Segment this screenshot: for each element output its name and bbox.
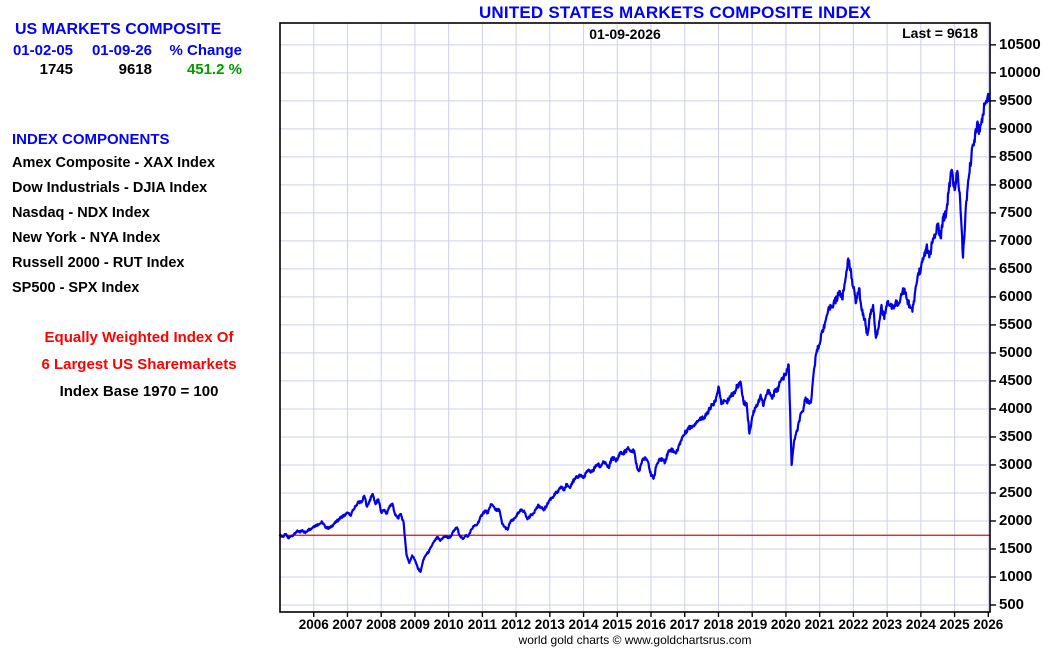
note-index-base: Index Base 1970 = 100 — [59, 383, 219, 400]
y-axis-label: 10500 — [999, 36, 1041, 54]
x-axis-label: 2020 — [770, 617, 801, 632]
y-axis-label: 6000 — [999, 288, 1033, 306]
x-axis-label: 2015 — [602, 617, 633, 632]
chart-title: UNITED STATES MARKETS COMPOSITE INDEX — [478, 3, 872, 22]
x-axis-label: 2009 — [399, 617, 430, 632]
x-axis-label: 2018 — [703, 617, 734, 632]
component-item-nya: New York - NYA Index — [12, 230, 161, 246]
pct-change-value: 451.2 % — [186, 61, 242, 78]
start-value: 1745 — [39, 61, 73, 78]
x-axis-label: 2010 — [433, 617, 464, 632]
panel-title: US MARKETS COMPOSITE — [15, 21, 222, 38]
y-axis-label: 2500 — [999, 484, 1033, 502]
y-axis-label: 2000 — [999, 512, 1033, 530]
x-axis-label: 2016 — [635, 617, 667, 632]
y-axis-label: 3500 — [999, 428, 1033, 446]
x-axis-label: 2019 — [737, 617, 768, 632]
x-axis-label: 2006 — [298, 617, 329, 632]
column-header-end-date: 01-09-26 — [91, 42, 152, 59]
x-axis-label: 2022 — [838, 617, 869, 632]
x-axis-label: 2013 — [534, 617, 565, 632]
x-axis-label: 2025 — [939, 617, 970, 632]
note-sharemarkets: 6 Largest US Sharemarkets — [41, 356, 237, 373]
x-axis-label: 2026 — [973, 617, 1004, 632]
y-axis-label: 500 — [999, 596, 1025, 614]
y-axis-label: 1500 — [999, 540, 1033, 558]
x-axis-label: 2023 — [872, 617, 903, 632]
y-axis-label: 5000 — [999, 344, 1033, 362]
y-axis-label: 4500 — [999, 372, 1033, 390]
x-axis-label: 2021 — [804, 617, 835, 632]
column-header-pct-change: % Change — [169, 42, 242, 59]
y-axis-label: 6500 — [999, 260, 1033, 278]
y-axis-label: 7500 — [999, 204, 1033, 222]
y-axis-label: 1000 — [999, 568, 1033, 586]
x-axis-label: 2012 — [501, 617, 532, 632]
x-axis-label: 2011 — [467, 617, 498, 632]
price-line — [278, 92, 991, 574]
column-header-start-date: 01-02-05 — [12, 42, 73, 59]
component-item-ndx: Nasdaq - NDX Index — [12, 205, 150, 221]
x-axis-label: 2014 — [568, 617, 599, 632]
x-axis-label: 2017 — [669, 617, 700, 632]
y-axis-label: 5500 — [999, 316, 1033, 334]
component-item-spx: SP500 - SPX Index — [12, 280, 140, 296]
y-axis-label: 8000 — [999, 176, 1033, 194]
component-item-rut: Russell 2000 - RUT Index — [12, 255, 185, 271]
y-axis-label: 10000 — [999, 64, 1041, 82]
chart-last-value-label: Last = 9618 — [902, 25, 978, 41]
components-title: INDEX COMPONENTS — [12, 131, 170, 148]
y-axis-label: 9500 — [999, 92, 1033, 110]
y-axis-label: 3000 — [999, 456, 1033, 474]
x-axis-label: 2007 — [332, 617, 363, 632]
component-item-xax: Amex Composite - XAX Index — [12, 155, 216, 171]
x-axis-label: 2008 — [366, 617, 397, 632]
chart-attribution: world gold charts © www.goldchartsrus.co… — [518, 633, 752, 647]
y-axis-label: 4000 — [999, 400, 1033, 418]
x-axis-label: 2024 — [905, 617, 936, 632]
y-axis-label: 7000 — [999, 232, 1033, 250]
chart-date-label: 01-09-2026 — [589, 26, 661, 42]
end-value: 9618 — [118, 61, 152, 78]
y-axis-label: 9000 — [999, 120, 1033, 138]
note-equally-weighted: Equally Weighted Index Of — [44, 329, 234, 346]
y-axis-label: 8500 — [999, 148, 1033, 166]
plot-border — [279, 22, 991, 613]
component-item-djia: Dow Industrials - DJIA Index — [12, 180, 208, 196]
